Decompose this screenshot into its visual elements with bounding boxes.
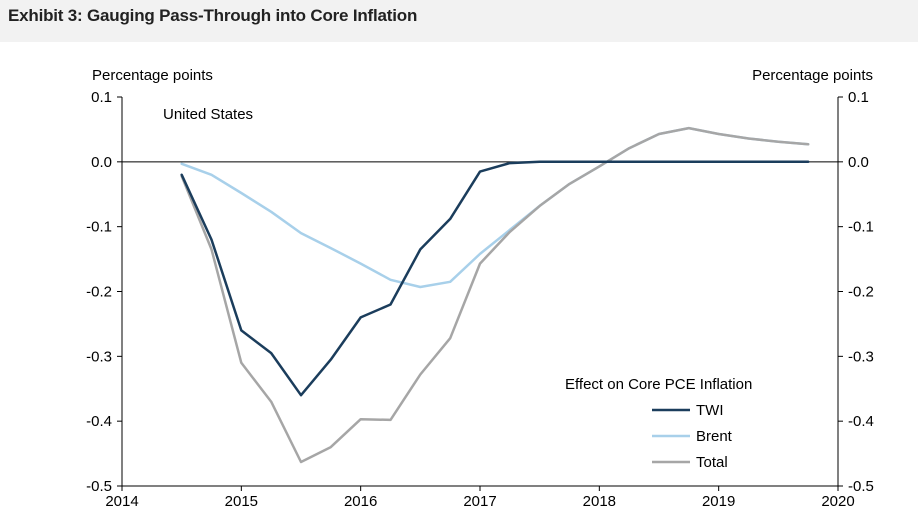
axes: 0.1 0.1 0.0 0.0 -0.1 -0.1 -0.2 -0.2 -0.3 -0.3 -0.4… <box>86 89 874 510</box>
y-tick-label-left: 0.1 <box>91 89 112 106</box>
y-tick-label-right: 0.0 <box>848 154 869 171</box>
legend-label-twi: TWI <box>696 402 724 419</box>
y-tick-label-left: -0.4 <box>86 413 112 430</box>
y-tick-label-right: -0.2 <box>848 284 874 301</box>
series-line-total <box>180 126 810 464</box>
title-band <box>0 0 918 42</box>
series-layer <box>180 126 810 464</box>
x-tick-label: 2017 <box>463 493 496 510</box>
legend: Effect on Core PCE Inflation TWI Brent Tot… <box>565 376 752 471</box>
y-tick-label-left: -0.5 <box>86 478 112 495</box>
y-tick-label-left: -0.3 <box>86 348 112 365</box>
y-tick-label-left: -0.1 <box>86 219 112 236</box>
series-line-brent <box>180 126 810 289</box>
y-tick-label-right: -0.4 <box>848 413 874 430</box>
y-tick-label-right: -0.5 <box>848 478 874 495</box>
right-axis-label: Percentage points <box>752 67 873 84</box>
legend-title: Effect on Core PCE Inflation <box>565 376 752 393</box>
x-tick-label: 2014 <box>105 493 138 510</box>
series-line-twi <box>180 160 810 397</box>
y-tick-label-right: 0.1 <box>848 89 869 106</box>
exhibit-title: Exhibit 3: Gauging Pass-Through into Cor… <box>8 6 418 25</box>
x-tick-label: 2016 <box>344 493 377 510</box>
region-label: United States <box>163 106 253 123</box>
x-tick-label: 2015 <box>225 493 258 510</box>
x-tick-label: 2018 <box>583 493 616 510</box>
legend-label-brent: Brent <box>696 428 733 445</box>
x-tick-label: 2019 <box>702 493 735 510</box>
left-axis-label: Percentage points <box>92 67 213 84</box>
y-tick-label-right: -0.3 <box>848 348 874 365</box>
x-tick-label: 2020 <box>821 493 854 510</box>
y-tick-label-right: -0.1 <box>848 219 874 236</box>
y-tick-label-left: 0.0 <box>91 154 112 171</box>
y-tick-label-left: -0.2 <box>86 284 112 301</box>
legend-label-total: Total <box>696 454 728 471</box>
